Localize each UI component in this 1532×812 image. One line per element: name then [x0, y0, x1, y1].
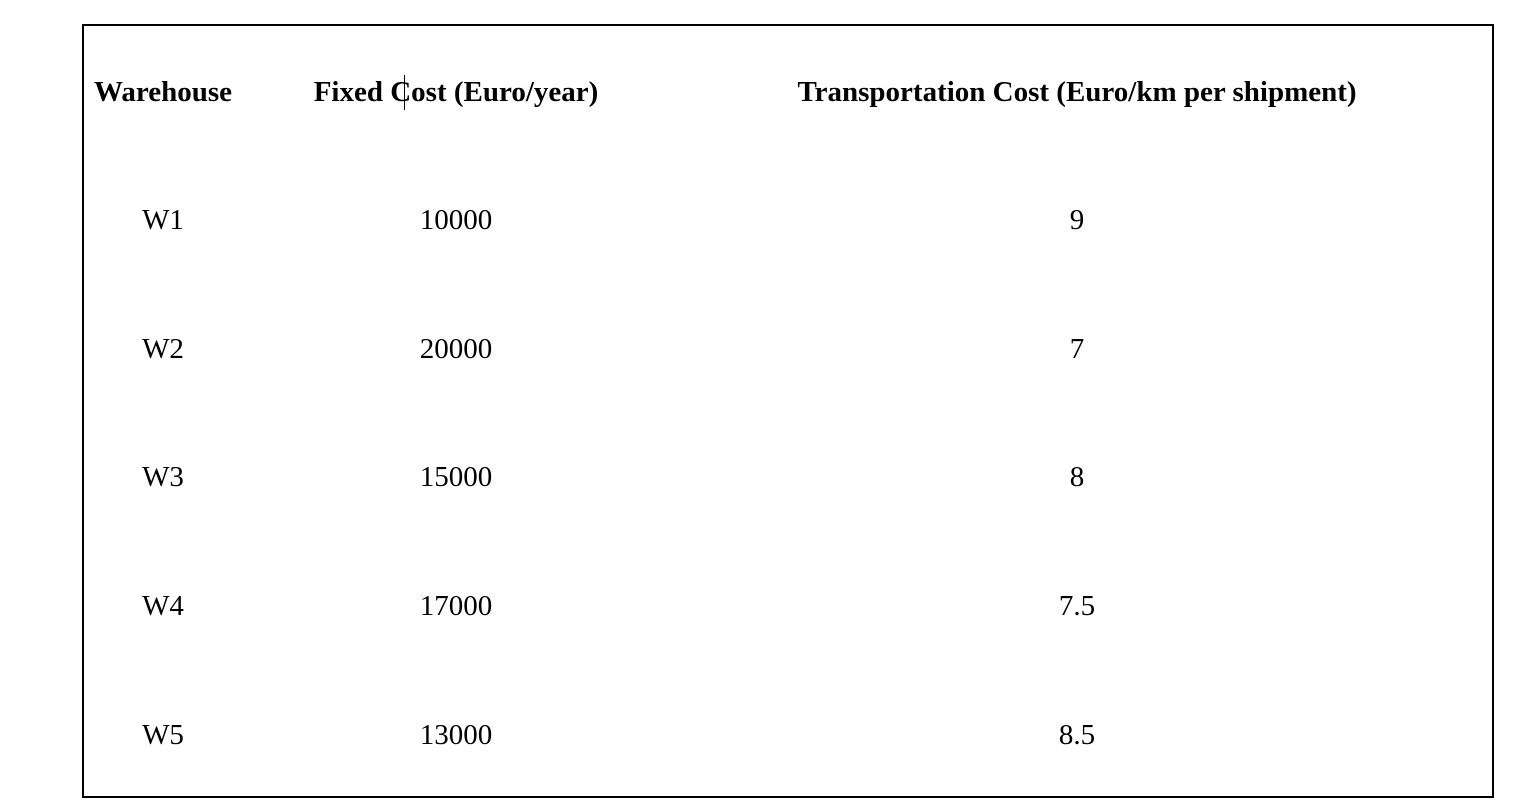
table-row-4-warehouse: W4	[142, 590, 184, 622]
table-row-4-transport-cost: 7.5	[1058, 590, 1096, 622]
header-fixed-cost: Fixed Cost (Euro/year)	[313, 76, 599, 108]
warehouse-cost-table	[82, 24, 1494, 798]
table-row-2-transport-cost: 7	[1069, 333, 1085, 365]
table-row-4-fixed-cost: 17000	[419, 590, 493, 622]
table-row-5-warehouse: W5	[142, 719, 184, 751]
table-row-2-fixed-cost: 20000	[419, 333, 493, 365]
table-row-1-fixed-cost: 10000	[419, 204, 493, 236]
table-row-3-transport-cost: 8	[1069, 461, 1085, 493]
header-transportation-cost: Transportation Cost (Euro/km per shipmen…	[797, 76, 1357, 108]
table-row-3-fixed-cost: 15000	[419, 461, 493, 493]
table-row-2-warehouse: W2	[142, 333, 184, 365]
table-row-1-transport-cost: 9	[1069, 204, 1085, 236]
header-warehouse: Warehouse	[93, 76, 233, 108]
table-row-5-fixed-cost: 13000	[419, 719, 493, 751]
table-row-3-warehouse: W3	[142, 461, 184, 493]
table-row-5-transport-cost: 8.5	[1058, 719, 1096, 751]
table-row-1-warehouse: W1	[142, 204, 184, 236]
text-cursor	[404, 75, 405, 110]
